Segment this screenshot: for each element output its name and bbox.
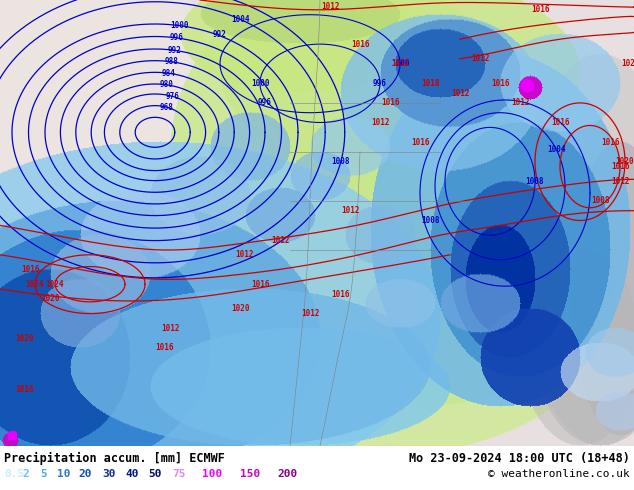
- Text: 5: 5: [40, 469, 47, 479]
- Text: 1016: 1016: [381, 98, 399, 107]
- Text: 1020: 1020: [41, 294, 59, 303]
- Text: 1020: 1020: [621, 59, 634, 68]
- Text: 980: 980: [159, 80, 173, 89]
- Text: 1012: 1012: [391, 59, 410, 68]
- Text: 1012: 1012: [611, 177, 630, 186]
- Text: 50: 50: [148, 469, 162, 479]
- Text: 996: 996: [258, 98, 272, 107]
- Text: 1016: 1016: [551, 118, 569, 127]
- Text: 2: 2: [22, 469, 29, 479]
- Text: 1012: 1012: [301, 309, 320, 318]
- Text: 1012: 1012: [236, 250, 254, 259]
- Text: 75: 75: [172, 469, 186, 479]
- Text: 1020: 1020: [16, 334, 34, 343]
- Text: 150: 150: [240, 469, 260, 479]
- Text: 1016: 1016: [21, 265, 39, 274]
- Text: 10: 10: [57, 469, 70, 479]
- Text: 100: 100: [202, 469, 223, 479]
- Text: 988: 988: [164, 57, 178, 66]
- Text: 992: 992: [213, 30, 227, 39]
- Text: 1008: 1008: [331, 157, 349, 166]
- Text: 1012: 1012: [371, 118, 389, 127]
- Text: 1012: 1012: [451, 89, 469, 98]
- Text: 1016: 1016: [351, 40, 369, 49]
- Text: Mo 23-09-2024 18:00 UTC (18+48): Mo 23-09-2024 18:00 UTC (18+48): [409, 452, 630, 465]
- Text: 200: 200: [277, 469, 297, 479]
- Text: 1012: 1012: [471, 54, 489, 63]
- Text: 30: 30: [102, 469, 115, 479]
- Text: 1004: 1004: [231, 15, 249, 24]
- Text: © weatheronline.co.uk: © weatheronline.co.uk: [488, 469, 630, 479]
- Text: 1000: 1000: [391, 59, 410, 68]
- Text: 1016: 1016: [491, 79, 509, 88]
- Text: 1016: 1016: [601, 138, 619, 147]
- Text: 0.5: 0.5: [4, 469, 24, 479]
- Text: 40: 40: [125, 469, 138, 479]
- Text: 1016: 1016: [16, 385, 34, 393]
- Text: 996: 996: [170, 33, 184, 43]
- Text: Precipitation accum. [mm] ECMWF: Precipitation accum. [mm] ECMWF: [4, 452, 225, 465]
- Text: 968: 968: [160, 103, 174, 112]
- Text: 1016: 1016: [611, 162, 630, 171]
- Text: 992: 992: [167, 46, 181, 55]
- Text: 1008: 1008: [421, 216, 439, 225]
- Text: 1000: 1000: [171, 21, 189, 30]
- Text: 20: 20: [78, 469, 91, 479]
- Text: 1004: 1004: [547, 145, 566, 154]
- Text: 1016: 1016: [411, 138, 429, 147]
- Text: 1016: 1016: [331, 290, 349, 298]
- Text: 976: 976: [165, 92, 179, 101]
- Text: 1018: 1018: [421, 79, 439, 88]
- Text: 1024: 1024: [26, 280, 44, 289]
- Text: 1012: 1012: [271, 236, 289, 245]
- Text: 1012: 1012: [321, 2, 339, 11]
- Text: 1024: 1024: [46, 280, 64, 289]
- Text: 1008: 1008: [526, 177, 544, 186]
- Text: 1016: 1016: [156, 343, 174, 352]
- Text: 1016: 1016: [531, 5, 549, 14]
- Text: 996: 996: [373, 79, 387, 88]
- Text: 1008: 1008: [591, 196, 609, 205]
- Text: 1020: 1020: [616, 157, 634, 166]
- Text: 1000: 1000: [251, 79, 269, 88]
- Text: 1012: 1012: [511, 98, 529, 107]
- Text: 1012: 1012: [340, 206, 359, 215]
- Text: 1020: 1020: [231, 304, 249, 313]
- Text: 1012: 1012: [161, 324, 179, 333]
- Text: 1016: 1016: [251, 280, 269, 289]
- Text: 984: 984: [162, 69, 176, 78]
